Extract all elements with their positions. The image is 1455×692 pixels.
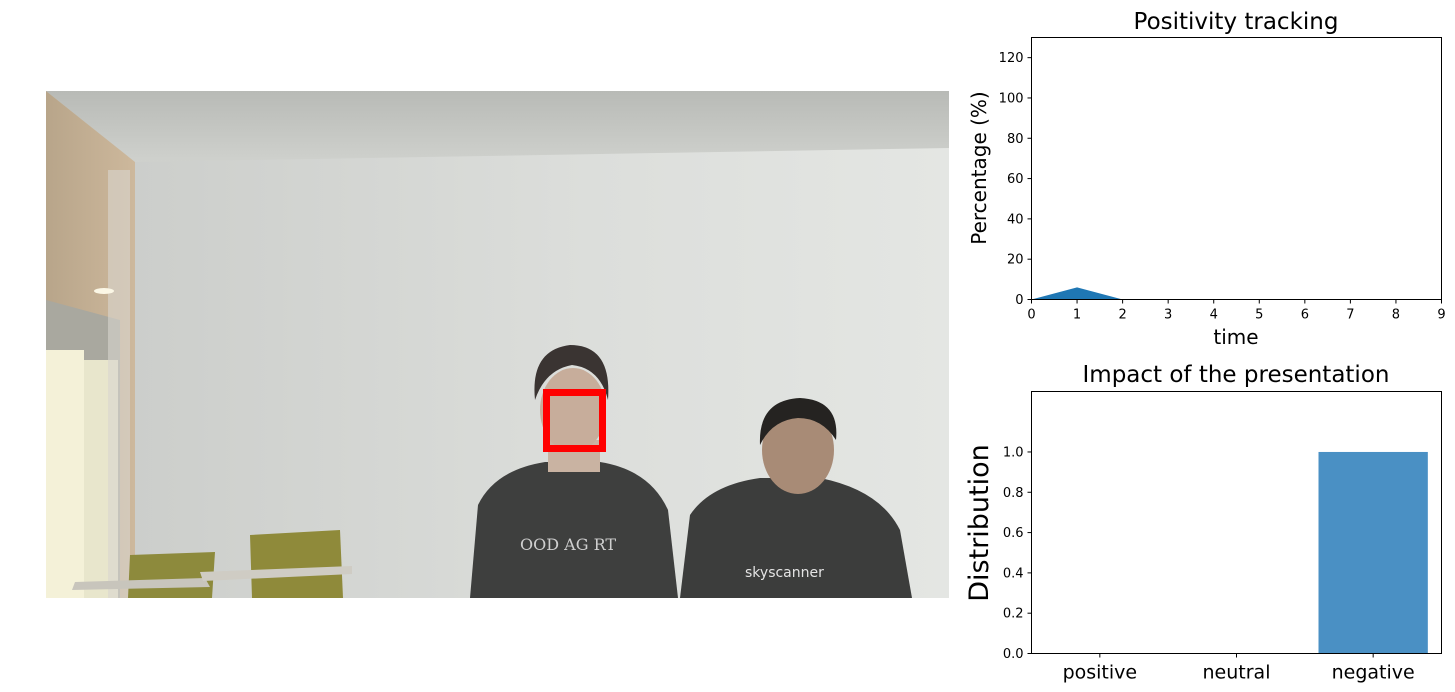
y-tick-label: 20: [1007, 253, 1024, 268]
x-tick-label: neutral: [1203, 662, 1271, 684]
x-tick-label: 0: [1027, 308, 1035, 323]
x-tick-label: negative: [1332, 662, 1415, 684]
y-tick-label: 0.6: [1003, 526, 1024, 541]
face-detection-box: [543, 389, 606, 452]
chart-title: Impact of the presentation: [1083, 362, 1390, 388]
y-tick-label: 40: [1007, 212, 1024, 227]
x-tick-label: positive: [1063, 662, 1138, 684]
x-tick-label: 5: [1255, 308, 1263, 323]
y-tick-label: 60: [1007, 172, 1024, 187]
person-right: skyscanner: [680, 398, 912, 598]
x-tick-label: 1: [1073, 308, 1081, 323]
y-tick-label: 0.4: [1003, 566, 1024, 581]
x-tick-label: 2: [1118, 308, 1126, 323]
area-series: [1031, 287, 1123, 300]
x-tick-label: 6: [1301, 308, 1309, 323]
plot-frame: [1031, 37, 1442, 300]
x-tick-label: 8: [1392, 308, 1400, 323]
impact-chart: Impact of the presentation positive neutr…: [964, 362, 1442, 684]
svg-text:OOD AG RT: OOD AG RT: [520, 535, 616, 554]
y-axis-label: Distribution: [964, 444, 995, 602]
camera-feed: OOD AG RT skyscanner: [46, 91, 949, 598]
y-tick-label: 1.0: [1003, 445, 1024, 460]
y-axis-label: Percentage (%): [967, 91, 991, 244]
x-tick-label: 3: [1164, 308, 1172, 323]
area-fill: [1031, 287, 1123, 300]
svg-text:skyscanner: skyscanner: [745, 565, 824, 581]
y-tick-label: 0.0: [1003, 647, 1024, 662]
positivity-chart: Positivity tracking 0 1 2 3 4 5 6 7 8 9 0 20 40 60 80…: [967, 9, 1446, 349]
chart-title: Positivity tracking: [1134, 9, 1339, 35]
y-tick-label: 0.8: [1003, 486, 1024, 501]
x-axis-label: time: [1213, 325, 1258, 349]
y-tick-label: 80: [1007, 132, 1024, 147]
x-tick-label: 4: [1210, 308, 1218, 323]
x-tick-label: 7: [1346, 308, 1354, 323]
y-tick-label: 100: [999, 91, 1024, 106]
y-tick-label: 120: [999, 51, 1024, 66]
y-tick-label: 0.2: [1003, 607, 1024, 622]
bar-negative: [1318, 451, 1428, 654]
y-tick-label: 0: [1015, 293, 1023, 308]
x-tick-label: 9: [1437, 308, 1445, 323]
